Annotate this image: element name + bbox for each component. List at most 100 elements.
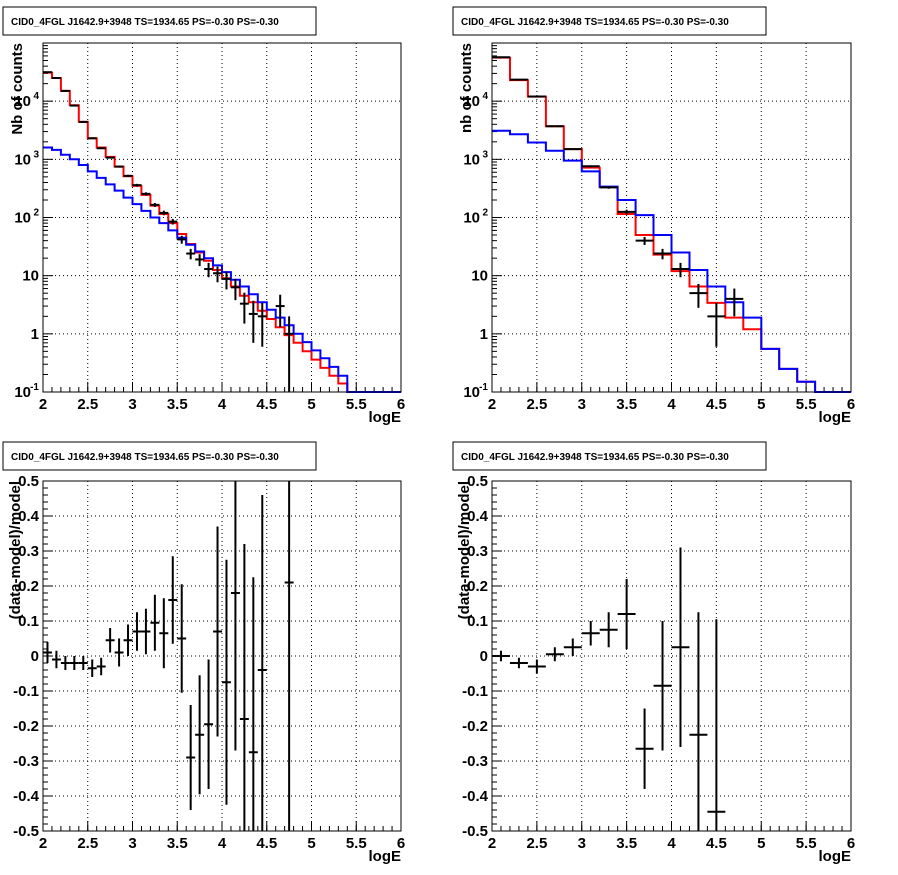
plot-background (43, 481, 401, 831)
y-tick-label: 0 (31, 648, 39, 665)
title-box (2, 6, 317, 36)
x-tick-label: 2.5 (526, 396, 547, 413)
x-tick-label: 5 (757, 835, 765, 852)
y-tick-exponent: 3 (482, 149, 488, 160)
plot-frame (491, 42, 852, 393)
plot-frame (491, 480, 852, 832)
plot-frame (42, 480, 402, 832)
title-box (2, 441, 317, 471)
panel-counts-fine: CID0_4FGL J1642.9+3948 TS=1934.65 PS=-0.… (2, 6, 405, 426)
x-tick-label: 4.5 (706, 396, 727, 413)
y-tick-exponent: 2 (482, 208, 488, 219)
plot-background (492, 481, 851, 831)
x-tick-label: 5.5 (796, 835, 817, 852)
y-tick-label: 0.3 (18, 543, 39, 560)
panel-title: CID0_4FGL J1642.9+3948 TS=1934.65 PS=-0.… (461, 452, 729, 463)
x-tick-label: 2.5 (77, 396, 98, 413)
y-axis-label: (data-model)/model (456, 481, 473, 619)
x-tick-label: 6 (397, 396, 405, 413)
y-tick-label: 0.1 (467, 613, 488, 630)
x-tick-label: 2 (39, 835, 47, 852)
y-tick-exponent: 3 (33, 149, 39, 160)
model-histogram-1 (43, 146, 401, 393)
x-axis-label: logE (369, 409, 402, 426)
x-tick-label: 4 (667, 396, 676, 413)
plot-area: 2 2.5 3 3.5 4 4.5 5 5.5 6 -0.5 -0.4 -0.3 -0.2 -0.1 0 0.… (462, 473, 855, 852)
y-tick-label: 10 (463, 384, 480, 401)
y-axis-label: Nb of counts (9, 43, 26, 135)
x-tick-label: 3 (578, 835, 586, 852)
y-tick-label: 10 (14, 210, 31, 227)
x-axis-label: logE (369, 848, 402, 865)
y-tick-label: -0.1 (462, 683, 488, 700)
y-tick-label: -0.2 (462, 718, 488, 735)
x-tick-label: 2.5 (77, 835, 98, 852)
panel-residuals-fine: CID0_4FGL J1642.9+3948 TS=1934.65 PS=-0.… (2, 441, 405, 865)
title-box (452, 441, 767, 471)
x-tick-label: 5 (757, 396, 765, 413)
x-tick-label: 2 (488, 396, 496, 413)
model-histogram-1 (492, 129, 851, 393)
x-tick-label: 5 (307, 396, 315, 413)
y-tick-label: 1 (31, 326, 39, 343)
y-tick-label: 10 (463, 93, 480, 110)
y-tick-label: -0.5 (462, 823, 488, 840)
y-tick-label: 0.5 (18, 473, 39, 490)
x-tick-label: 5.5 (796, 396, 817, 413)
y-tick-exponent: -1 (479, 382, 488, 393)
x-tick-label: 4 (218, 396, 227, 413)
x-tick-label: 5 (307, 835, 315, 852)
y-tick-label: -0.4 (13, 788, 40, 805)
y-tick-label: 10 (14, 384, 31, 401)
x-tick-label: 6 (847, 835, 855, 852)
x-tick-label: 6 (847, 396, 855, 413)
x-tick-label: 4 (667, 835, 676, 852)
x-tick-label: 2 (488, 835, 496, 852)
x-tick-label: 6 (397, 835, 405, 852)
y-axis-label: (data-model)/model (7, 481, 24, 619)
plot-background (492, 43, 851, 392)
y-tick-label: 0.3 (467, 543, 488, 560)
x-tick-label: 2.5 (526, 835, 547, 852)
y-tick-label: 10 (14, 93, 31, 110)
x-axis-label: logE (819, 848, 852, 865)
y-tick-label: 10 (463, 151, 480, 168)
x-tick-label: 4 (218, 835, 227, 852)
x-tick-label: 3.5 (616, 835, 637, 852)
x-tick-label: 3.5 (167, 835, 188, 852)
x-tick-label: 4.5 (256, 835, 277, 852)
panel-title: CID0_4FGL J1642.9+3948 TS=1934.65 PS=-0.… (11, 17, 279, 28)
y-tick-label: -0.3 (462, 753, 488, 770)
y-tick-label: 0.1 (18, 613, 39, 630)
x-tick-label: 5.5 (346, 396, 367, 413)
y-tick-label: 0 (480, 648, 488, 665)
x-tick-label: 3 (128, 835, 136, 852)
y-tick-label: 0.4 (467, 508, 489, 525)
y-tick-label: 0.5 (467, 473, 488, 490)
y-tick-label: 0.4 (18, 508, 40, 525)
x-tick-label: 4.5 (706, 835, 727, 852)
x-tick-label: 4.5 (256, 396, 277, 413)
y-tick-label: -0.3 (13, 753, 39, 770)
y-tick-exponent: 2 (33, 208, 39, 219)
title-box (452, 6, 767, 36)
y-tick-label: 10 (463, 210, 480, 227)
plot-frame (42, 42, 402, 393)
y-tick-label: 0.2 (18, 578, 39, 595)
y-tick-exponent: -1 (30, 382, 39, 393)
panel-residuals-coarse: CID0_4FGL J1642.9+3948 TS=1934.65 PS=-0.… (452, 441, 855, 865)
panel-counts-coarse: CID0_4FGL J1642.9+3948 TS=1934.65 PS=-0.… (452, 6, 855, 426)
x-tick-label: 3.5 (616, 396, 637, 413)
x-tick-label: 3 (578, 396, 586, 413)
x-axis-label: logE (819, 409, 852, 426)
plot-background (43, 43, 401, 392)
y-axis-label: nb of counts (458, 43, 475, 133)
y-tick-exponent: 4 (33, 91, 39, 102)
y-tick-label: 0.2 (467, 578, 488, 595)
y-tick-label: 10 (14, 151, 31, 168)
panel-title: CID0_4FGL J1642.9+3948 TS=1934.65 PS=-0.… (461, 17, 729, 28)
x-tick-label: 5.5 (346, 835, 367, 852)
